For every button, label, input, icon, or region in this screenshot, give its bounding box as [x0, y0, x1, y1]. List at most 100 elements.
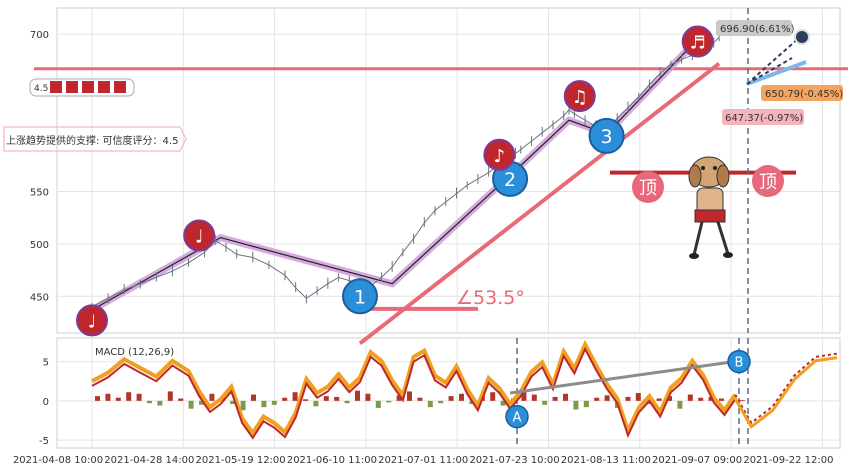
price-panel-frame — [56, 7, 841, 334]
macd-histogram-bar — [313, 400, 319, 407]
note-circle-4 — [563, 80, 596, 113]
macd-histogram-bar — [271, 400, 277, 405]
macd-histogram-bar — [521, 391, 527, 401]
macd-histogram-bar — [344, 400, 350, 404]
macd-histogram-bar — [698, 397, 704, 401]
price-tag-low-box — [722, 109, 804, 125]
dog-foot — [689, 253, 699, 259]
price-y-tick-label: 500 — [30, 240, 49, 251]
projection-low-line — [746, 57, 793, 85]
score-badge-block — [114, 81, 126, 93]
support-text: 上涨趋势提供的支撑: 可信度评分：4.5 — [6, 134, 178, 147]
macd-histogram-bar — [230, 400, 236, 404]
dog-ear — [688, 164, 702, 188]
macd-histogram-bar — [667, 396, 672, 401]
macd-histogram-bar — [583, 400, 589, 408]
score-badge-block — [50, 81, 62, 93]
note-glyph: ♩ — [195, 227, 204, 248]
macd-histogram-bar — [500, 400, 506, 406]
macd-histogram-bar — [417, 397, 423, 401]
x-tick-label: 2021-05-19 12:00 — [196, 455, 286, 466]
macd-marker-B — [727, 349, 751, 374]
note-circle-1 — [76, 304, 108, 337]
macd-y-tick-label: -5 — [39, 436, 49, 447]
macd-histogram-bar — [594, 397, 600, 401]
price-tag-mid-text: 650.79(-0.45%) — [765, 89, 843, 100]
macd-histogram-bar — [375, 400, 381, 408]
note-circle-5 — [681, 25, 714, 58]
macd-histogram-bar — [427, 400, 433, 408]
dog-leg — [692, 221, 704, 256]
score-badge-text: 4.5 — [34, 84, 48, 94]
macd-histogram-bar — [136, 393, 142, 401]
score-badge-block — [82, 81, 94, 93]
macd-histogram-bar — [604, 395, 610, 401]
macd-histogram-bar — [282, 397, 288, 401]
macd-histogram-bar — [573, 400, 579, 410]
note-glyph: ♫ — [572, 87, 588, 108]
macd-histogram-bar — [251, 394, 256, 401]
dog-eye — [713, 166, 717, 170]
dog-figure — [688, 156, 733, 259]
wave-ring-label: 2 — [504, 169, 516, 191]
dog-foot — [723, 252, 733, 258]
dog-eye — [701, 166, 705, 170]
top-badge-text: 顶 — [639, 178, 657, 199]
x-tick-label: 2021-09-22 12:00 — [743, 455, 833, 466]
macd-dif-line — [91, 339, 737, 437]
dog-shorts — [694, 209, 726, 223]
macd-histogram-bar — [209, 393, 215, 401]
macd-histogram-bar — [719, 398, 724, 401]
macd-histogram-bar — [407, 391, 412, 401]
macd-histogram-bar — [115, 397, 121, 401]
x-tick-label: 2021-06-10 11:00 — [287, 455, 377, 466]
macd-histogram-bar — [157, 400, 163, 406]
price-y-tick-label: 550 — [30, 187, 49, 198]
macd-histogram-bar — [677, 400, 683, 409]
score-badge-block — [98, 81, 110, 93]
macd-histogram-bar — [95, 396, 100, 401]
projection-mid-line — [746, 60, 807, 86]
macd-marker-label: A — [513, 411, 522, 426]
macd-histogram-bar — [167, 391, 173, 401]
macd-histogram-bar — [739, 400, 745, 401]
macd-histogram-bar — [386, 400, 392, 403]
macd-panel-frame — [56, 337, 841, 449]
macd-histogram-bar — [365, 393, 371, 401]
note-circle-2 — [183, 219, 216, 252]
macd-projection-line — [734, 352, 838, 425]
price-tag-up-box — [716, 20, 792, 36]
macd-histogram-bar — [438, 400, 444, 404]
macd-marker-A — [505, 404, 529, 429]
x-tick-label: 2021-07-01 11:00 — [378, 455, 468, 466]
macd-histogram-bar — [687, 394, 693, 401]
macd-histogram-bar — [188, 400, 194, 409]
macd-y-tick-label: 0 — [43, 397, 49, 408]
macd-histogram-bar — [531, 394, 537, 401]
macd-histogram-bar — [292, 392, 298, 401]
macd-histogram-bar — [199, 400, 204, 405]
top-badge-text: 顶 — [759, 172, 777, 193]
note-glyph: ♩ — [88, 311, 97, 332]
macd-dea-line — [91, 346, 737, 440]
wave-ring-label: 1 — [354, 286, 366, 308]
macd-histogram-bar — [240, 400, 246, 411]
macd-histogram-bar — [490, 392, 496, 401]
macd-histogram-bar — [323, 396, 329, 401]
top-badge-2 — [752, 165, 784, 197]
macd-histogram-bar — [542, 400, 548, 405]
score-badge-block — [66, 81, 78, 93]
x-tick-label: 2021-09-07 09:00 — [652, 455, 742, 466]
x-tick-label: 2021-08-13 11:00 — [561, 455, 651, 466]
price-tag-low-text: 647.37(-0.97%) — [725, 113, 803, 124]
macd-marker-label: B — [735, 356, 744, 371]
price-y-tick-label: 450 — [30, 292, 49, 303]
note-glyph: ♬ — [690, 33, 706, 54]
macd-histogram-bar — [459, 393, 464, 401]
macd-histogram-bar — [105, 393, 111, 401]
dog-ear — [716, 164, 730, 188]
macd-title: MACD (12,26,9) — [95, 347, 174, 358]
wave-ring-label: 3 — [601, 126, 613, 148]
macd-ab-line — [509, 359, 741, 395]
